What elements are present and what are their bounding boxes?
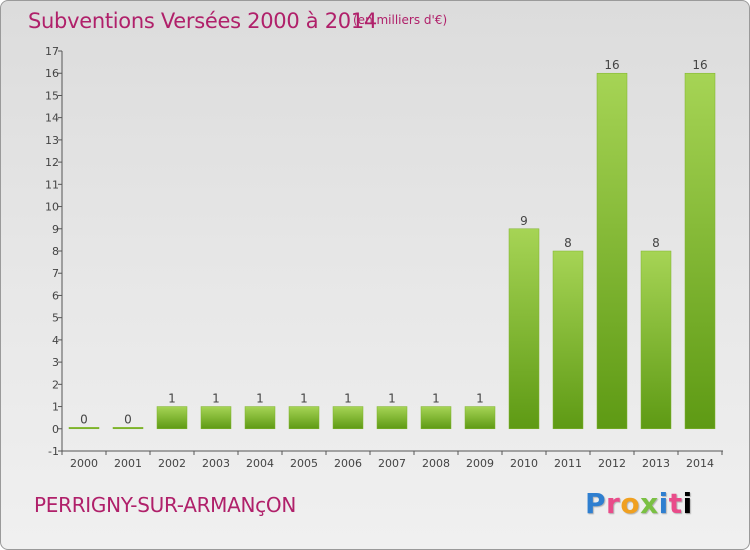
y-tick-label: 13 [45,134,59,147]
y-tick-label: 11 [45,178,59,191]
data-label-2011: 8 [564,236,572,250]
bar-2009 [464,406,496,430]
x-tick-label: 2010 [510,457,538,470]
data-label-2013: 8 [652,236,660,250]
y-tick-label: 6 [52,289,59,302]
y-tick-label: 7 [52,267,59,280]
x-tick-label: 2001 [114,457,142,470]
chart-bars [68,72,716,430]
data-label-2005: 1 [300,392,308,406]
bar-2003 [200,406,232,430]
bar-2008 [420,406,452,430]
data-label-2012: 16 [604,58,619,72]
y-tick-label: 5 [52,312,59,325]
bar-2006 [332,406,364,430]
bar-2005 [288,406,320,430]
data-label-2001: 0 [124,412,132,426]
bar-2014 [684,72,716,430]
y-tick-label: 1 [52,401,59,414]
data-label-2004: 1 [256,392,264,406]
bar-2001 [112,427,144,430]
y-tick-label: 2 [52,378,59,391]
x-tick-label: 2002 [158,457,186,470]
y-tick-label: 16 [45,67,59,80]
y-tick-label: 3 [52,356,59,369]
bar-2007 [376,406,408,430]
chart-labels: 0 2000 0 2001 1 2002 1 2003 1 2004 1 2005 1 2006 1 2007… [70,58,714,470]
y-tick-label: 0 [52,423,59,436]
y-tick-label: 9 [52,223,59,236]
x-tick-label: 2005 [290,457,318,470]
proxiti-logo: Proxiti [585,487,693,520]
bar-2012 [596,72,628,430]
bar-2010 [508,228,540,430]
bar-2004 [244,406,276,430]
x-tick-label: 2011 [554,457,582,470]
chart-title: Subventions Versées 2000 à 2014 [28,9,377,33]
x-tick-label: 2006 [334,457,362,470]
y-tick-label: -1 [48,445,59,458]
x-tick-label: 2000 [70,457,98,470]
x-tick-label: 2008 [422,457,450,470]
data-label-2008: 1 [432,392,440,406]
data-label-2002: 1 [168,392,176,406]
bar-2000 [68,427,100,430]
x-tick-label: 2004 [246,457,274,470]
bar-2011 [552,250,584,430]
y-tick-label: 10 [45,201,59,214]
y-tick-label: 17 [45,45,59,58]
data-label-2003: 1 [212,392,220,406]
y-tick-label: 8 [52,245,59,258]
data-label-2014: 16 [692,58,707,72]
data-label-2006: 1 [344,392,352,406]
unit-note: (en milliers d'€) [353,13,448,27]
y-tick-label: 12 [45,156,59,169]
y-tick-label: 14 [45,112,59,125]
commune-name: PERRIGNY-SUR-ARMANçON [34,493,296,517]
data-label-2007: 1 [388,392,396,406]
x-tick-label: 2012 [598,457,626,470]
y-tick-label: 4 [52,334,59,347]
x-tick-label: 2003 [202,457,230,470]
x-tick-label: 2009 [466,457,494,470]
bar-2002 [156,406,188,430]
data-label-2000: 0 [80,412,88,426]
data-label-2010: 9 [520,214,528,228]
data-label-2009: 1 [476,392,484,406]
bar-2013 [640,250,672,430]
x-tick-label: 2007 [378,457,406,470]
x-tick-label: 2014 [686,457,714,470]
y-tick-label: 15 [45,89,59,102]
x-tick-label: 2013 [642,457,670,470]
